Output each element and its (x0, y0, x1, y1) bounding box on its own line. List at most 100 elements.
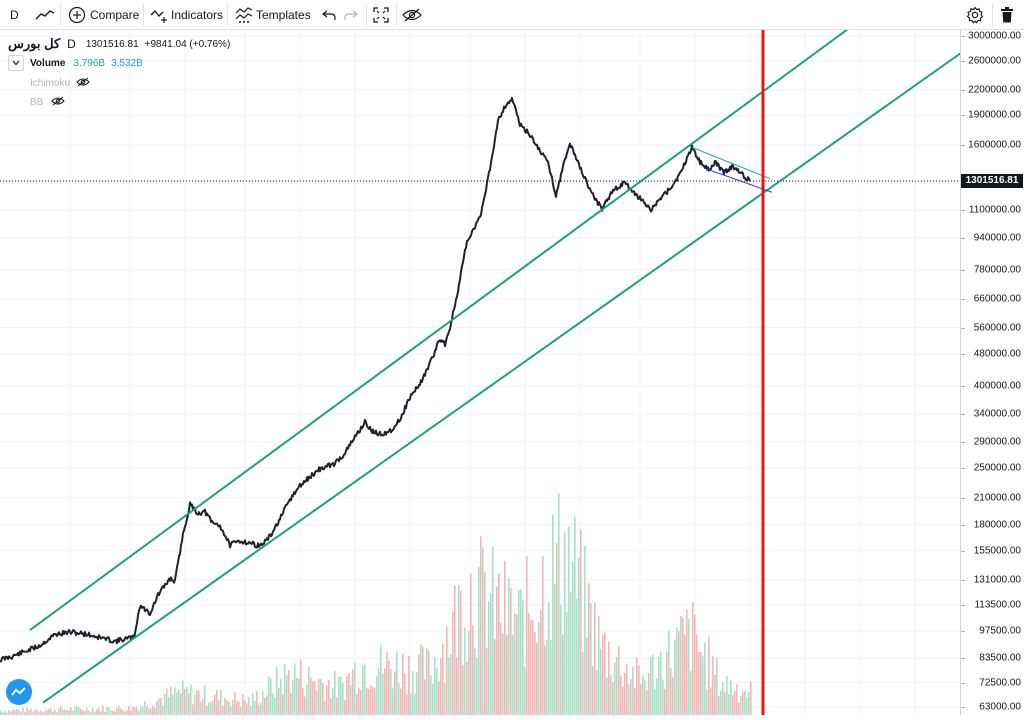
volume-bar (2, 712, 4, 715)
settings-button[interactable] (966, 0, 984, 29)
volume-bar (238, 701, 240, 715)
volume-bar (460, 591, 462, 715)
volume-bar (156, 700, 158, 715)
volume-bar (42, 712, 44, 715)
volume-bar (616, 656, 618, 715)
volume-bar (390, 668, 392, 715)
volume-bar (606, 677, 608, 715)
chart-pane[interactable] (0, 26, 986, 715)
volume-bar (566, 611, 568, 715)
volume-bar (178, 689, 180, 715)
delete-button[interactable] (1000, 0, 1014, 29)
volume-bar (608, 641, 610, 715)
compare-button[interactable]: Compare (68, 0, 139, 29)
volume-bar (318, 678, 320, 715)
volume-bar (680, 615, 682, 715)
volume-bar (388, 660, 390, 715)
volume-bar (486, 648, 488, 715)
volume-bar (78, 707, 80, 715)
volume-bar (576, 599, 578, 715)
collapse-legend-button[interactable] (8, 55, 24, 71)
volume-bar (498, 573, 500, 715)
volume-bar (38, 711, 40, 715)
volume-bar (746, 697, 748, 715)
symbol-name[interactable]: کل بورس (8, 36, 61, 51)
volume-bar (368, 688, 370, 715)
volume-bar (380, 644, 382, 715)
volume-bar (682, 618, 684, 715)
price-chart[interactable] (0, 26, 986, 715)
y-tick-mark (961, 327, 965, 329)
volume-bar (308, 666, 310, 715)
plus-circle-icon (68, 6, 86, 24)
volume-bar (638, 665, 640, 715)
redo-button[interactable] (344, 0, 358, 29)
volume-bar (400, 688, 402, 715)
volume-bar (580, 529, 582, 715)
volume-bar (514, 613, 516, 715)
volume-bar (662, 679, 664, 715)
y-tick-mark (961, 210, 965, 212)
volume-bar (198, 690, 200, 715)
volume-bar (592, 666, 594, 715)
volume-bar (446, 626, 448, 715)
volume-bar (16, 709, 18, 715)
toolbar-divider (396, 4, 397, 26)
volume-bar (450, 654, 452, 715)
price-axis[interactable]: 3000000.00 2600000.00 2200000.00 1900000.00… (960, 30, 1024, 715)
y-tick-label: 780000.00 (973, 264, 1021, 276)
volume-bar (268, 676, 270, 715)
volume-bar (544, 645, 546, 715)
volume-bar (184, 688, 186, 715)
volume-bar (462, 664, 464, 715)
ichimoku-label[interactable]: Ichimoku (30, 78, 71, 89)
volume-bar (44, 711, 46, 715)
hide-drawings-button[interactable] (402, 0, 422, 29)
interval-button[interactable]: D (10, 0, 19, 29)
volume-bar (708, 636, 710, 715)
volume-bar (572, 561, 574, 715)
last-price-value: 1301516.81 (85, 38, 139, 50)
fullscreen-button[interactable] (373, 0, 389, 29)
volume-bar (742, 691, 744, 715)
volume-bar (20, 711, 22, 715)
volume-bar (254, 700, 256, 715)
volume-bar (196, 690, 198, 715)
indicators-button[interactable]: Indicators (150, 0, 223, 29)
trash-icon (1000, 6, 1014, 23)
volume-bar (434, 656, 436, 715)
triangle-upper-line (691, 146, 771, 180)
undo-button[interactable] (322, 0, 336, 29)
volume-bar (278, 688, 280, 715)
volume-bar (674, 639, 676, 715)
bb-label[interactable]: BB (30, 97, 44, 108)
y-tick-label: 63000.00 (979, 701, 1021, 713)
volume-bar (284, 664, 286, 715)
volume-bar (56, 712, 58, 715)
chevron-down-icon (12, 60, 20, 66)
eye-off-icon[interactable] (51, 96, 66, 109)
volume-bar (214, 694, 216, 715)
volume-bar (500, 623, 502, 715)
volume-bar (492, 546, 494, 715)
volume-label[interactable]: Volume (30, 57, 66, 69)
volume-bar (590, 603, 592, 715)
volume-bar (634, 688, 636, 715)
eye-off-icon[interactable] (76, 77, 90, 90)
volume-bar (310, 677, 312, 715)
toolbar-divider (60, 4, 61, 26)
volume-bar (70, 707, 72, 715)
y-tick-mark (961, 441, 965, 443)
tradingview-logo[interactable] (6, 679, 32, 705)
price-line (0, 96, 751, 663)
volume-bar (584, 545, 586, 715)
volume-bar (528, 612, 530, 715)
volume-bar (530, 620, 532, 715)
volume-bar (338, 676, 340, 715)
volume-bar (320, 678, 322, 715)
chart-style-button[interactable] (35, 0, 55, 29)
templates-button[interactable]: Templates (235, 0, 311, 29)
toolbar-divider (366, 4, 367, 26)
volume-bar (476, 657, 478, 715)
volume-bar (366, 688, 368, 715)
